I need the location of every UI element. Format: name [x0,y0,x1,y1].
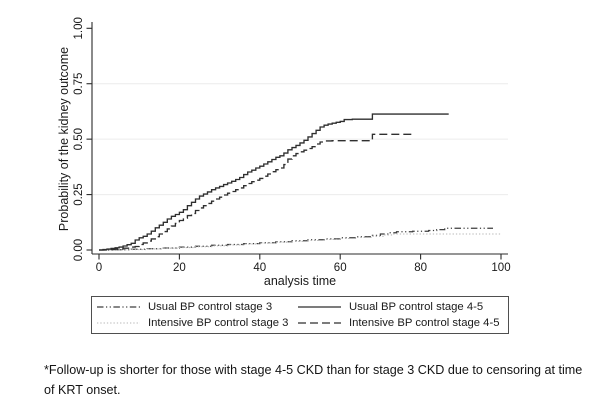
legend-label: Usual BP control stage 3 [148,301,273,314]
legend-line-sample-intensive_45 [298,322,341,324]
y-tick-label: 0.25 [73,183,85,205]
footnote: *Follow-up is shorter for those with sta… [44,363,583,397]
legend-box: Usual BP control stage 3 Usual BP control… [91,296,509,334]
legend-line-sample-intensive_3 [97,322,140,324]
legend-item-usual_3: Usual BP control stage 3 [96,301,297,313]
legend-item-intensive_45: Intensive BP control stage 4-5 [297,317,508,329]
legend-label: Intensive BP control stage 3 [148,316,289,329]
x-tick-label: 60 [334,262,347,274]
km-plot-svg: 0.00 0.25 0.50 0.75 1.00 0 20 40 60 80 100 analysis… [57,17,511,288]
x-tick-label: 80 [414,262,427,274]
series-intensive_45 [99,133,413,251]
legend-item-usual_45: Usual BP control stage 4-5 [297,301,508,313]
series-usual_3 [99,227,493,251]
legend-item-intensive_3: Intensive BP control stage 3 [96,317,297,329]
y-tick-label: 0.75 [73,73,85,95]
x-tick-label: 20 [173,262,186,274]
legend-line-sample-usual_3 [97,306,140,308]
x-tick-label: 0 [96,262,102,274]
x-axis-title: analysis time [264,274,336,288]
y-tick-label: 1.00 [73,17,85,39]
x-tick-label: 100 [491,262,510,274]
legend-label: Usual BP control stage 4-5 [349,301,484,314]
legend-label: Intensive BP control stage 4-5 [349,316,500,329]
y-axis-title: Probability of the kidney outcome [57,47,71,231]
series-intensive_3 [99,233,502,251]
y-tick-label: 0.50 [73,128,85,150]
series-usual_45 [99,113,449,251]
x-tick-label: 40 [253,262,266,274]
y-tick-label: 0.00 [73,239,85,261]
legend-line-sample-usual_45 [298,306,341,308]
